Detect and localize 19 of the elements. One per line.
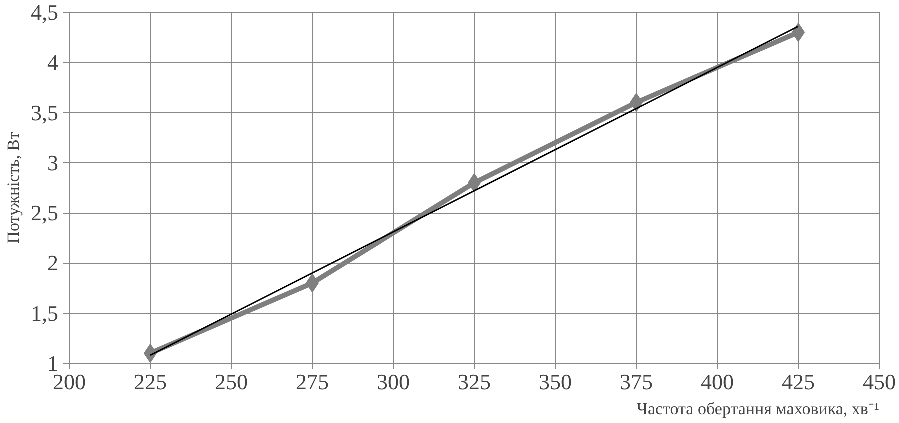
x-tick-label: 450 bbox=[863, 370, 896, 394]
x-axis-title: Частота обертання маховика, хв⁻¹ bbox=[636, 400, 880, 418]
x-tick-label: 375 bbox=[620, 370, 653, 394]
x-tick-label: 350 bbox=[539, 370, 572, 394]
x-tick-label: 300 bbox=[377, 370, 410, 394]
y-tick-label: 4,5 bbox=[31, 0, 58, 25]
x-tick-label: 250 bbox=[215, 370, 248, 394]
y-axis-title: Потужність, Вт bbox=[4, 132, 23, 244]
y-tick-label: 2 bbox=[48, 250, 58, 276]
y-tick-label: 1,5 bbox=[31, 300, 58, 326]
x-tick-label: 425 bbox=[782, 370, 815, 394]
y-tick-label: 3 bbox=[48, 150, 58, 176]
x-tick-label: 275 bbox=[296, 370, 329, 394]
y-tick-label: 2,5 bbox=[31, 200, 58, 226]
x-tick-label: 325 bbox=[458, 370, 491, 394]
x-tick-label: 225 bbox=[134, 370, 167, 394]
x-tick-label: 400 bbox=[701, 370, 734, 394]
y-tick-label: 4 bbox=[48, 50, 58, 76]
y-tick-label: 3,5 bbox=[31, 100, 58, 126]
